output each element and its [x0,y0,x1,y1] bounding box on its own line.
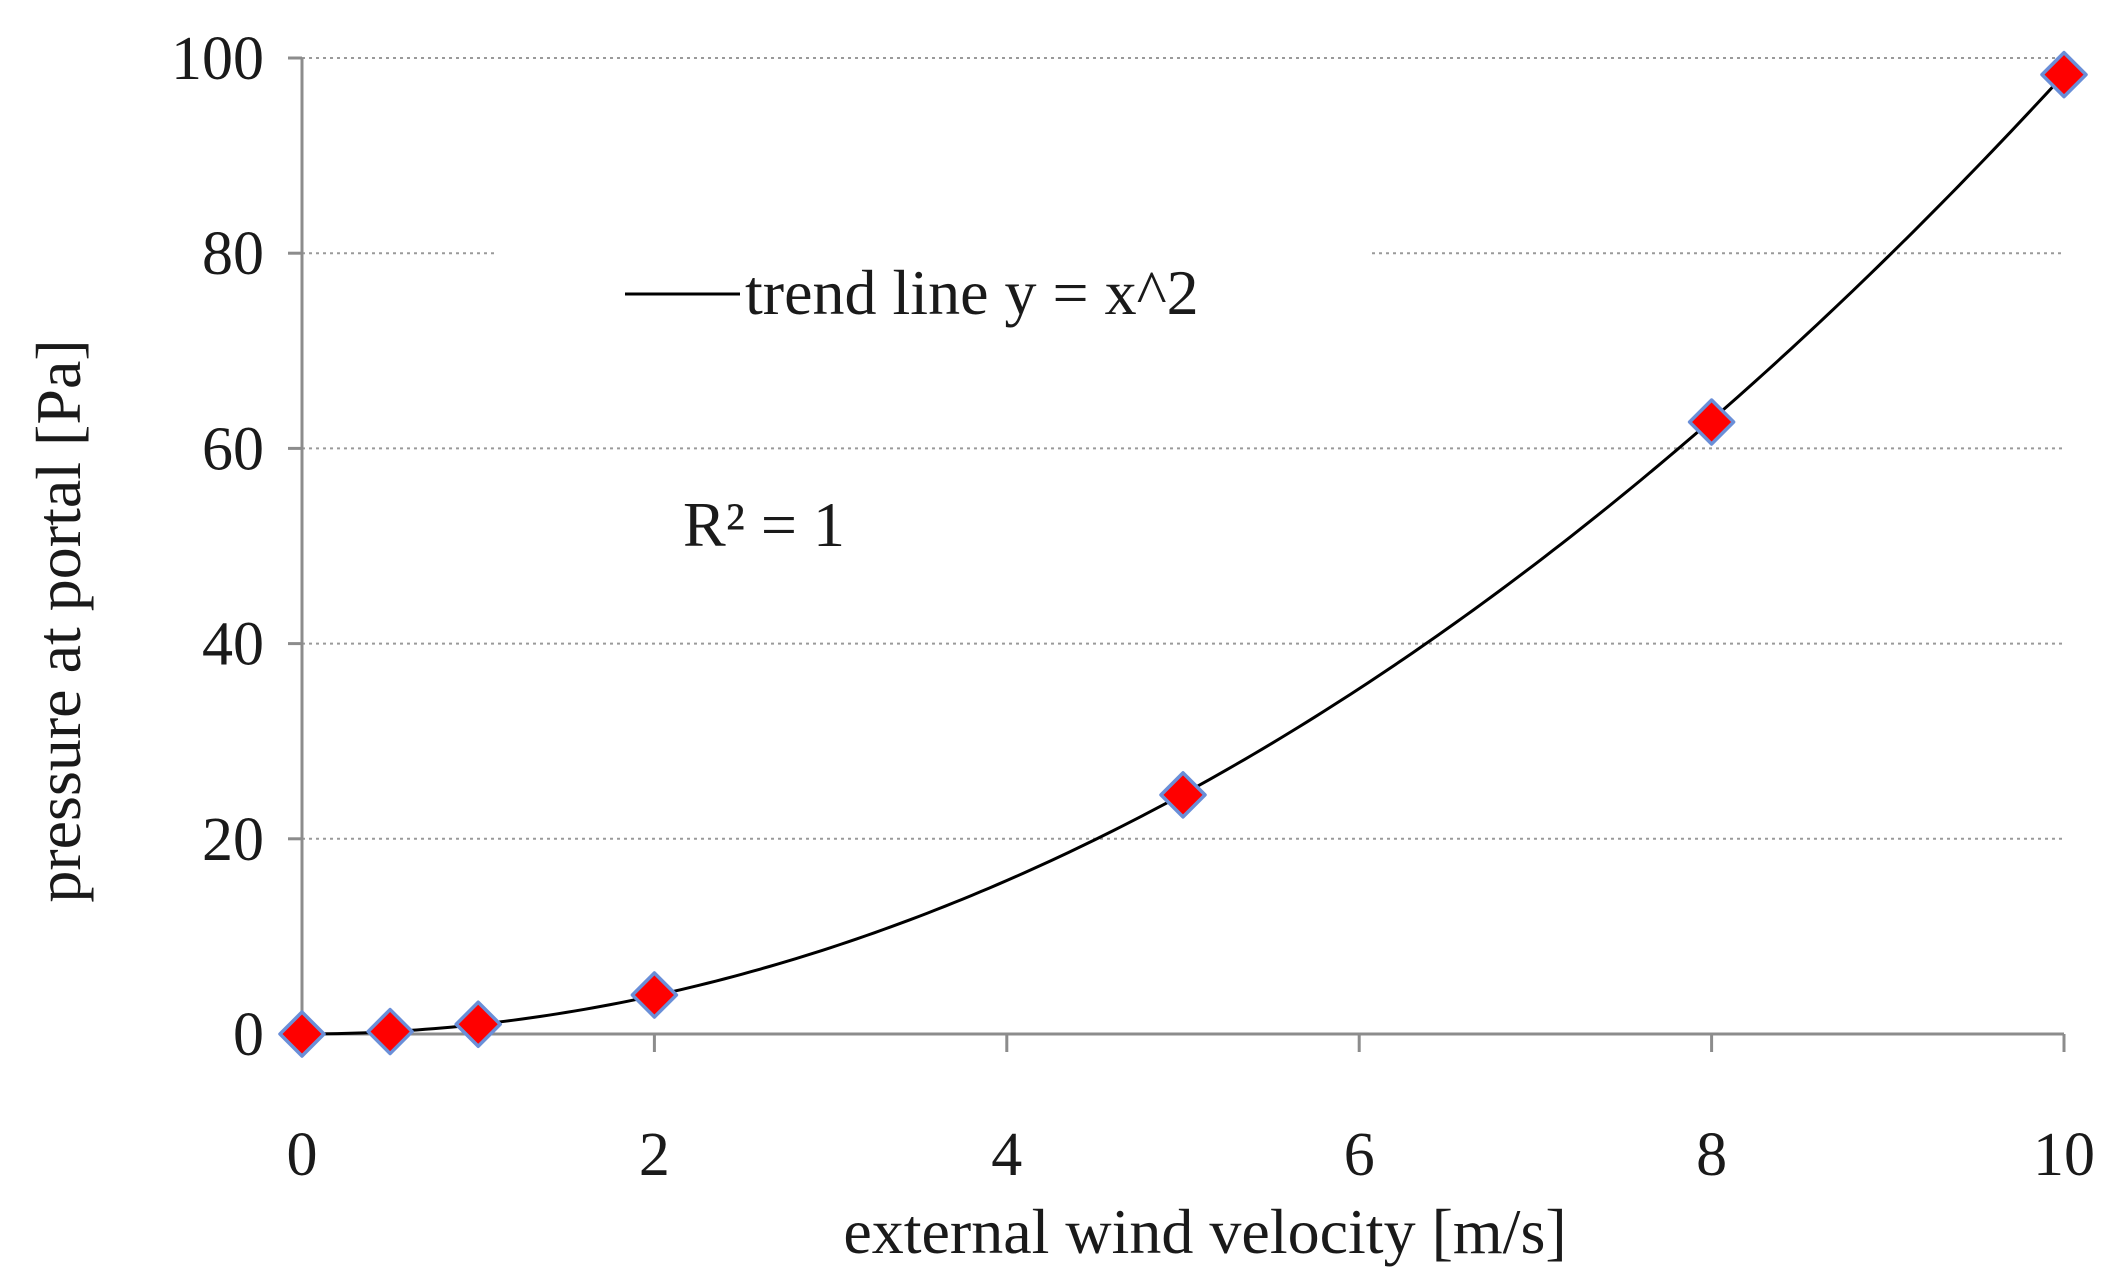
trend-line-layer [301,73,2066,1036]
data-points [278,50,2088,1058]
x-tick-label-0: 0 [287,1121,318,1189]
y-axis-title: pressure at portal [Pa] [23,339,94,902]
axes [288,56,2066,1052]
y-tick-label-100: 100 [171,25,264,93]
gridlines [302,57,2064,840]
data-point-0 [278,1010,326,1058]
x-tick-label-8: 8 [1696,1121,1727,1189]
data-point-5 [1687,398,1736,446]
data-point-1 [366,1007,414,1056]
x-axis-title: external wind velocity [m/s] [843,1196,1566,1267]
y-tick-label-40: 40 [202,611,264,679]
y-tick-label-20: 20 [202,806,264,874]
data-point-2 [454,1000,502,1048]
x-tick-label-4: 4 [991,1121,1022,1189]
trend-line [301,73,2066,1036]
x-tick-label-2: 2 [639,1121,670,1189]
legend-label: trend line y = x^2 [745,257,1199,328]
data-point-6 [2040,50,2088,99]
x-tick-label-6: 6 [1344,1121,1375,1189]
tick-labels: 0 20 40 60 80 100 0 2 4 6 8 10 [171,25,2095,1189]
legend: trend line y = x^2 [625,257,1199,328]
x-tick-label-10: 10 [2033,1121,2095,1189]
y-tick-label-60: 60 [202,415,264,483]
data-point-4 [1159,771,1207,819]
data-point-3 [630,971,679,1019]
y-tick-label-80: 80 [202,220,264,288]
r-squared-annotation: R² = 1 [683,489,845,560]
y-tick-label-0: 0 [233,1001,264,1069]
